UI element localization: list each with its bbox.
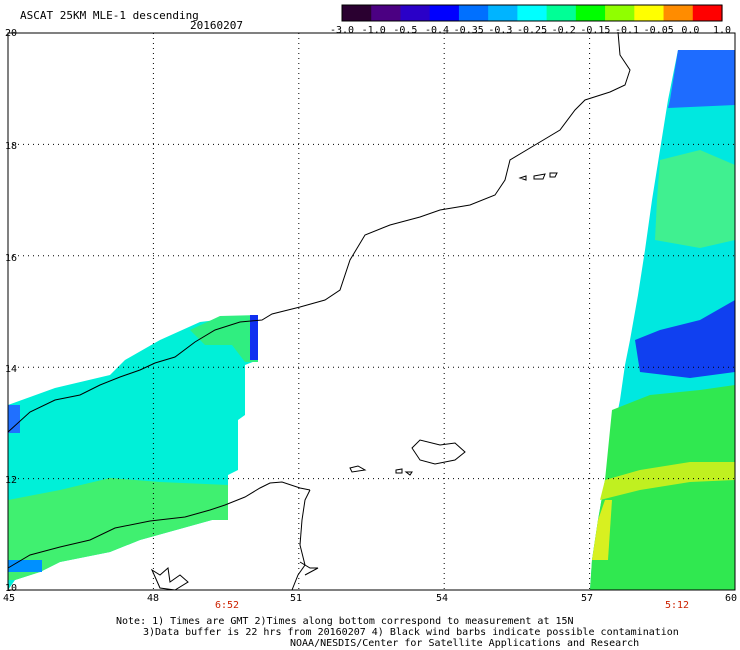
lon-label-54: 54 (436, 593, 449, 604)
lat-label-20: 20 (5, 28, 18, 39)
colorbar-swatch (634, 5, 665, 21)
colorbar-swatch (692, 5, 723, 21)
product-date: 20160207 (190, 19, 243, 32)
colorbar-swatch (605, 5, 635, 21)
note-line-3: NOAA/NESDIS/Center for Satellite Applica… (290, 638, 640, 649)
swath-east-blue-mid (635, 300, 735, 378)
lat-label-18: 18 (5, 141, 18, 152)
colorbar-label: -0.1 (615, 25, 640, 36)
colorbar-label: -0.25 (517, 25, 548, 36)
colorbar-swatch (546, 5, 577, 21)
lon-label-57: 57 (581, 593, 594, 604)
lat-label-14: 14 (5, 364, 18, 375)
wind-data-swath-west (8, 315, 258, 590)
colorbar-swatch (371, 5, 402, 21)
map-frame (7, 32, 736, 591)
coastline-yemen-oman (7, 31, 631, 433)
socotra-island (411, 439, 466, 465)
swath-west-coastal-green (190, 315, 258, 362)
colorbar-label: -0.05 (643, 25, 674, 36)
lon-label-60: 60 (725, 593, 738, 604)
swath-east-yellow-band (600, 462, 735, 500)
pass-time-east: 5:12 (665, 600, 690, 611)
product-title: ASCAT 25KM MLE-1 descending (20, 9, 199, 22)
colorbar-swatch (429, 5, 460, 21)
swath-west-blue-bottom (8, 560, 42, 572)
colorbar-swatch (663, 5, 694, 21)
colorbar-label: -0.15 (580, 25, 611, 36)
colorbar-label: -0.35 (453, 25, 484, 36)
lat-label-12: 12 (5, 475, 18, 486)
lat-label-10: 10 (5, 583, 18, 594)
coastline-ras-hafun (299, 561, 319, 576)
pass-time-west: 6:52 (215, 600, 240, 611)
swath-east-green-upper (655, 150, 735, 248)
coastline (7, 31, 631, 591)
lon-label-51: 51 (290, 593, 303, 604)
note-line-1: Note: 1) Times are GMT 2)Times along bot… (116, 616, 574, 627)
colorbar-swatch (400, 5, 431, 21)
colorbar-label: 0.0 (681, 25, 700, 36)
colorbar-label: -0.3 (488, 25, 513, 36)
coastline-somalia (291, 489, 311, 591)
coastline-arabia (7, 481, 311, 569)
colorbar-swatch (342, 5, 372, 21)
kuria-islets (518, 172, 558, 181)
colorbar-label: 1.0 (713, 25, 732, 36)
colorbar-label: -0.2 (551, 25, 576, 36)
swath-west-green (8, 478, 228, 580)
swath-east-green-lower (590, 385, 735, 590)
swath-east-blue-top (668, 50, 735, 108)
lat-label-16: 16 (5, 253, 18, 264)
islet-3 (404, 471, 413, 476)
lon-label-45: 45 (3, 593, 16, 604)
colorbar-swatch (517, 5, 548, 21)
wind-data-swath-east (590, 50, 735, 590)
colorbar-swatch (488, 5, 518, 21)
lon-label-48: 48 (147, 593, 160, 604)
swath-west-blue-corner (8, 405, 20, 433)
note-line-2: 3)Data buffer is 22 hrs from 20160207 4)… (143, 627, 679, 638)
colorbar-label: -0.4 (425, 25, 450, 36)
swath-east-yellow-edge (592, 500, 612, 560)
lat-lon-gridlines (8, 33, 735, 590)
colorbar-swatch (458, 5, 489, 21)
islet-2 (395, 468, 403, 474)
colorbar (341, 4, 723, 22)
colorbar-label: -0.5 (393, 25, 418, 36)
islet-1 (349, 465, 367, 473)
colorbar-label: -3.0 (330, 25, 355, 36)
colorbar-frame (341, 4, 723, 22)
colorbar-swatch (575, 5, 606, 21)
swath-west-blue-strip (250, 315, 258, 360)
coastline-somalia-tip (150, 567, 189, 591)
colorbar-label: -1.0 (361, 25, 386, 36)
